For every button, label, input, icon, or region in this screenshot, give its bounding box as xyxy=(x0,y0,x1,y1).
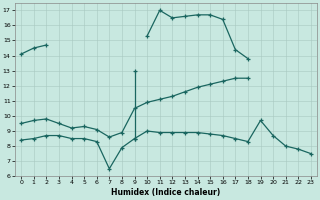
X-axis label: Humidex (Indice chaleur): Humidex (Indice chaleur) xyxy=(111,188,221,197)
